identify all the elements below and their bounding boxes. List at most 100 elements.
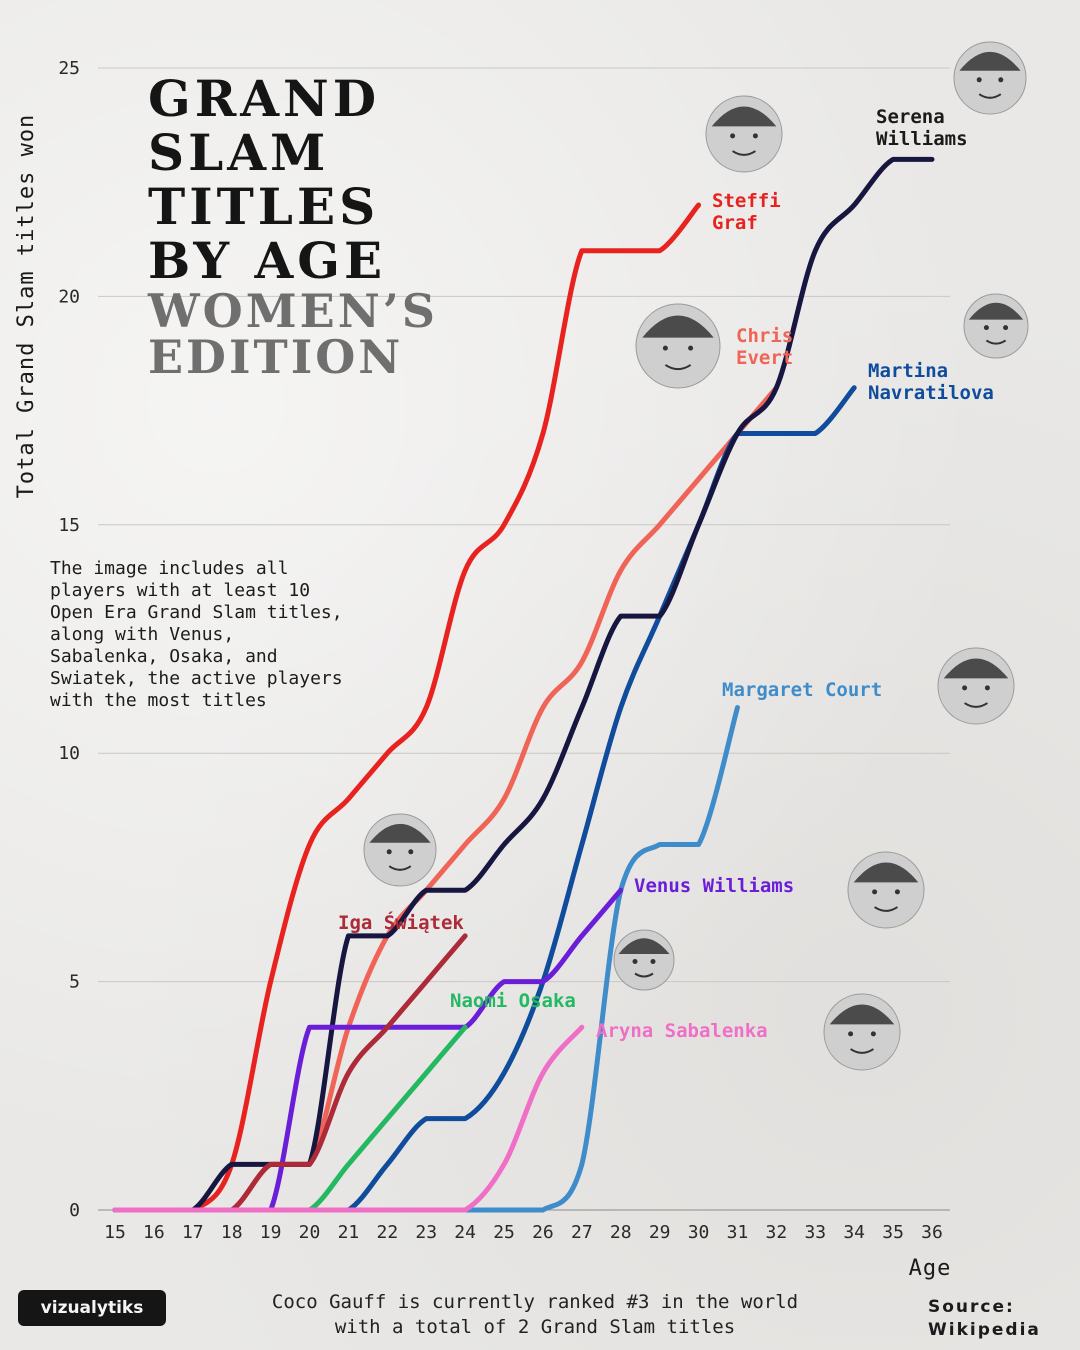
series-label-aryna-sabalenka: Aryna Sabalenka <box>596 1020 768 1042</box>
portrait-mouth <box>985 339 1007 345</box>
title-line-3: TITLES <box>148 177 380 236</box>
portrait-steffi-graf <box>705 95 783 173</box>
series-lines <box>112 156 935 1213</box>
x-tick-label: 23 <box>415 1222 437 1243</box>
y-tick-label: 5 <box>69 972 80 993</box>
series-label-line: Martina <box>868 360 948 382</box>
portrait-eye <box>848 1031 854 1037</box>
x-tick-label: 28 <box>610 1222 632 1243</box>
x-tick-label: 34 <box>843 1222 865 1243</box>
series-labels: Steffi Graf Chris Evert Martina Navratilova Se… <box>338 106 994 1042</box>
x-tick-label: 24 <box>454 1222 476 1243</box>
title-line-4: BY AGE <box>148 231 387 290</box>
chart-title: GRAND SLAM TITLES BY AGE WOMEN’S EDITION <box>148 69 438 381</box>
x-tick-label: 26 <box>532 1222 554 1243</box>
series-label-line: Margaret Court <box>722 679 882 701</box>
x-tick-label: 29 <box>649 1222 671 1243</box>
portrait-eye <box>984 685 990 691</box>
source-credit: Source: Wikipedia <box>928 1297 1041 1340</box>
portrait-chris-evert <box>635 303 721 389</box>
x-tick-label: 18 <box>221 1222 243 1243</box>
portrait-iga-wi-tek <box>363 813 437 887</box>
series-label-venus-williams: Venus Williams <box>634 875 794 897</box>
y-tick-label: 0 <box>69 1200 80 1221</box>
series-label-line: Venus Williams <box>634 875 794 897</box>
series-label-line: Williams <box>876 128 968 150</box>
y-axis-title: Total Grand Slam titles won <box>14 114 39 499</box>
portrait-eye <box>408 849 414 855</box>
portrait-mouth <box>388 865 412 871</box>
portrait-eye <box>662 345 668 351</box>
y-tick-label: 20 <box>58 286 80 307</box>
series-label-iga-wi-tek: Iga Świątek <box>338 910 464 934</box>
series-label-line: Aryna Sabalenka <box>596 1020 768 1042</box>
portrait-hair <box>829 1004 895 1025</box>
series-label-line: Iga Świątek <box>338 910 464 934</box>
series-line-chris-evert <box>112 385 779 1213</box>
y-tick-label: 25 <box>58 58 80 79</box>
portrait-hair <box>711 106 777 127</box>
x-tick-label: 36 <box>921 1222 943 1243</box>
x-tick-label: 32 <box>766 1222 788 1243</box>
x-tick-label: 16 <box>143 1222 165 1243</box>
title-line-2: SLAM <box>148 123 330 182</box>
x-tick-label: 30 <box>688 1222 710 1243</box>
portrait-eye <box>730 133 736 139</box>
series-label-line: Steffi <box>712 190 781 212</box>
series-label-line: Navratilova <box>868 382 994 404</box>
series-line-iga-wi-tek <box>112 933 468 1213</box>
series-label-line: Chris <box>736 325 793 347</box>
portrait-hair <box>968 302 1024 320</box>
player-portraits <box>363 41 1029 1071</box>
portrait-hair <box>959 51 1021 71</box>
portrait-eye <box>962 685 968 691</box>
portrait-eye <box>998 77 1004 83</box>
portrait-eye <box>983 325 989 331</box>
x-tick-label: 25 <box>493 1222 515 1243</box>
portrait-margaret-court <box>937 647 1015 725</box>
portrait-mouth <box>850 1048 874 1054</box>
series-label-margaret-court: Margaret Court <box>722 679 882 701</box>
portrait-naomi-osaka <box>613 929 675 991</box>
series-line-aryna-sabalenka <box>112 1024 585 1213</box>
x-tick-label: 21 <box>338 1222 360 1243</box>
portrait-eye <box>386 849 392 855</box>
title-line-1: GRAND <box>148 69 381 128</box>
series-label-steffi-graf: Steffi Graf <box>712 190 781 234</box>
portrait-hair <box>642 315 714 338</box>
portrait-eye <box>650 959 656 964</box>
x-tick-label: 15 <box>104 1222 126 1243</box>
portrait-martina-navratilova <box>963 293 1029 359</box>
portrait-eye <box>872 889 878 895</box>
y-tick-label: 15 <box>58 515 80 536</box>
series-label-line: Serena <box>876 106 945 128</box>
portrait-eye <box>632 959 638 964</box>
portrait-hair <box>369 823 431 843</box>
portrait-eye <box>894 889 900 895</box>
x-tick-label: 20 <box>299 1222 321 1243</box>
portrait-eye <box>1003 325 1009 331</box>
y-tick-label: 10 <box>58 743 80 764</box>
portrait-mouth <box>732 150 756 156</box>
series-label-line: Evert <box>736 347 793 369</box>
portrait-hair <box>943 658 1009 679</box>
x-tick-label: 31 <box>727 1222 749 1243</box>
y-tick-labels: 0 5 10 15 20 25 <box>58 58 80 1221</box>
series-label-serena-williams: Serena Williams <box>876 106 968 150</box>
portrait-hair <box>618 938 670 954</box>
series-label-line: Graf <box>712 212 758 234</box>
x-tick-label: 17 <box>182 1222 204 1243</box>
portrait-hair <box>853 862 919 883</box>
portrait-eye <box>688 345 694 351</box>
x-tick-label: 35 <box>882 1222 904 1243</box>
portrait-eye <box>976 77 982 83</box>
brand-logo: vizualytiks <box>18 1290 166 1326</box>
x-tick-label: 22 <box>376 1222 398 1243</box>
portrait-mouth <box>874 906 898 912</box>
portrait-aryna-sabalenka <box>823 993 901 1071</box>
portrait-eye <box>870 1031 876 1037</box>
x-axis-title: Age <box>909 1256 952 1281</box>
series-label-martina-navratilova: Martina Navratilova <box>868 360 994 404</box>
